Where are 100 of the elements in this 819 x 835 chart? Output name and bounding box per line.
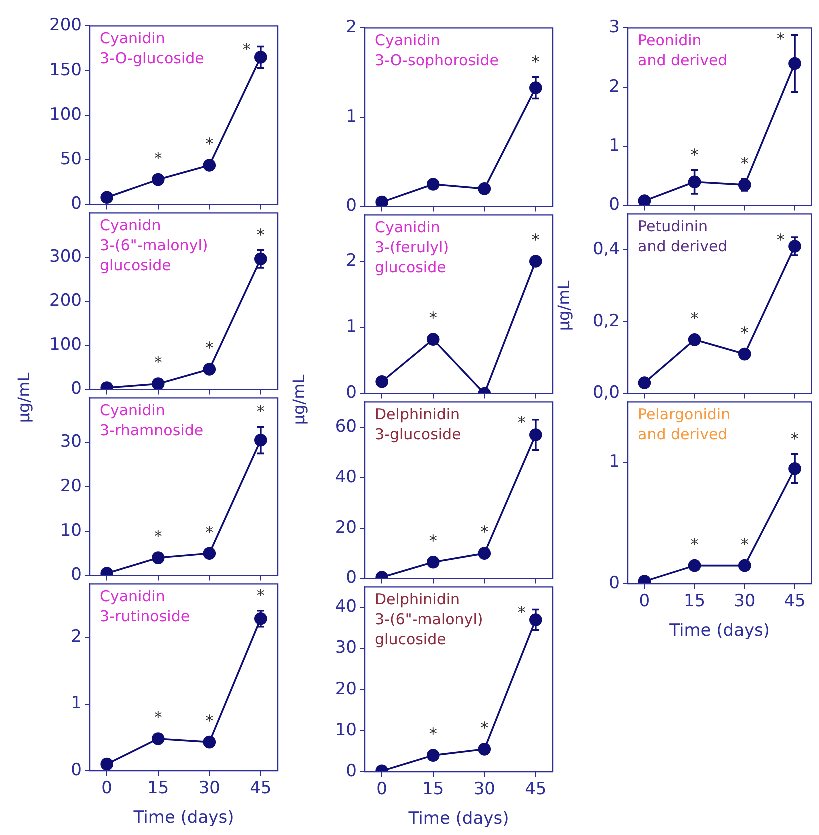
x-tick-label: 0 xyxy=(639,592,650,612)
text: Cyanidin 3-O-sophoroside xyxy=(375,32,499,70)
text: Pelargonidin and derived xyxy=(638,406,731,444)
annotation: * xyxy=(518,413,526,432)
point xyxy=(638,376,652,390)
y-axis-title: µg/mL xyxy=(290,374,308,425)
y-tick-label: 1 xyxy=(71,694,82,714)
y-tick-label: 20 xyxy=(60,476,82,496)
y-tick-label: 30 xyxy=(335,638,357,658)
y-tick-label: 0 xyxy=(71,760,82,780)
annotation: * xyxy=(154,148,162,168)
text: Cyanidn 3-(6"-malonyl) glucoside xyxy=(100,216,208,275)
x-axis-title: Time (days) xyxy=(668,621,770,642)
x-axis-title: Time (days) xyxy=(408,809,510,830)
text: Peonidin and derived xyxy=(638,32,728,70)
annotation: * xyxy=(154,353,162,372)
y-tick-label: 0 xyxy=(71,194,82,214)
y-tick-label: 300 xyxy=(50,246,82,267)
x-tick-label: 45 xyxy=(250,778,272,799)
y-tick-label: 40 xyxy=(335,597,357,618)
annotation: * xyxy=(777,230,785,250)
text: Cyanidin 3-(ferulyl) glucoside xyxy=(375,218,450,277)
x-axis-title: Time (days) xyxy=(132,808,234,828)
point xyxy=(478,547,492,560)
y-tick-label: 60 xyxy=(335,416,357,437)
point xyxy=(426,556,440,569)
annotation: * xyxy=(791,429,799,448)
annotation: * xyxy=(429,308,438,328)
y-tick-label: 1 xyxy=(346,106,357,127)
text: Delphinidin 3-glucoside xyxy=(375,406,462,444)
annotation: * xyxy=(740,323,749,342)
y-tick-label: 200 xyxy=(50,290,82,311)
annotation: * xyxy=(518,602,526,622)
y-tick-label: 0 xyxy=(346,196,357,216)
annotation: * xyxy=(690,145,699,164)
text: Cyanidin 3-rhamnoside xyxy=(100,402,204,440)
annotation: * xyxy=(256,402,265,422)
annotation: * xyxy=(206,522,214,542)
annotation: * xyxy=(480,718,489,738)
y-tick-label: 0 xyxy=(346,568,357,588)
x-tick-label: 30 xyxy=(734,592,756,612)
y-tick-label: 30 xyxy=(60,432,82,452)
point xyxy=(638,194,652,206)
annotation: * xyxy=(154,527,162,546)
x-tick-label: 15 xyxy=(684,592,706,612)
annotation: * xyxy=(206,338,214,358)
y-tick-label: 40 xyxy=(335,467,357,488)
y-axis-title: µg/mL xyxy=(14,372,34,424)
point xyxy=(376,196,388,207)
y-tick-label: 0 xyxy=(71,379,82,400)
y-tick-label: 0 xyxy=(71,565,82,586)
x-tick-label: 15 xyxy=(148,778,170,799)
point xyxy=(426,333,440,346)
y-tick-label: 10 xyxy=(335,720,357,740)
annotation: * xyxy=(429,724,438,744)
y-tick-label: 100 xyxy=(50,335,82,356)
point xyxy=(152,173,165,186)
y-tick-label: 2 xyxy=(346,250,357,271)
x-tick-label: 30 xyxy=(198,778,220,799)
y-tick-label: 2 xyxy=(346,18,357,38)
point xyxy=(100,758,114,771)
x-tick-label: 0 xyxy=(102,778,113,799)
y-tick-label: 1 xyxy=(609,136,620,156)
point xyxy=(478,743,492,756)
y-tick-label: 2 xyxy=(71,626,82,647)
text: Delphinidin 3-(6"-malonyl) glucoside xyxy=(375,590,484,649)
point xyxy=(426,178,440,191)
y-tick-label: 0 xyxy=(609,573,620,594)
annotation: * xyxy=(480,522,489,542)
y-tick-label: 0,0 xyxy=(592,383,620,404)
annotation: * xyxy=(206,711,214,730)
y-tick-label: 3 xyxy=(609,18,620,38)
y-tick-label: 50 xyxy=(60,150,82,170)
annotation: * xyxy=(777,29,785,48)
point xyxy=(530,255,542,268)
annotation: * xyxy=(532,52,540,72)
annotation: * xyxy=(690,534,699,554)
y-tick-label: 100 xyxy=(50,104,82,125)
point xyxy=(152,378,165,390)
y-tick-label: 200 xyxy=(50,16,82,36)
annotation: * xyxy=(256,586,265,606)
point xyxy=(426,749,440,762)
y-tick-label: 150 xyxy=(50,60,82,80)
point xyxy=(688,334,702,346)
annotation: * xyxy=(690,309,699,328)
y-tick-label: 0,4 xyxy=(592,240,620,260)
x-tick-label: 0 xyxy=(376,780,388,800)
annotation: * xyxy=(532,230,540,250)
point xyxy=(203,363,216,376)
point xyxy=(203,547,216,560)
annotation: * xyxy=(242,40,251,59)
point xyxy=(376,375,388,388)
x-tick-label: 45 xyxy=(784,592,806,612)
x-tick-label: 30 xyxy=(474,780,496,800)
point xyxy=(478,182,492,196)
annotation: * xyxy=(740,534,749,554)
point xyxy=(152,552,165,564)
point xyxy=(738,348,752,361)
annotation: * xyxy=(154,708,162,728)
annotation: * xyxy=(740,154,749,174)
